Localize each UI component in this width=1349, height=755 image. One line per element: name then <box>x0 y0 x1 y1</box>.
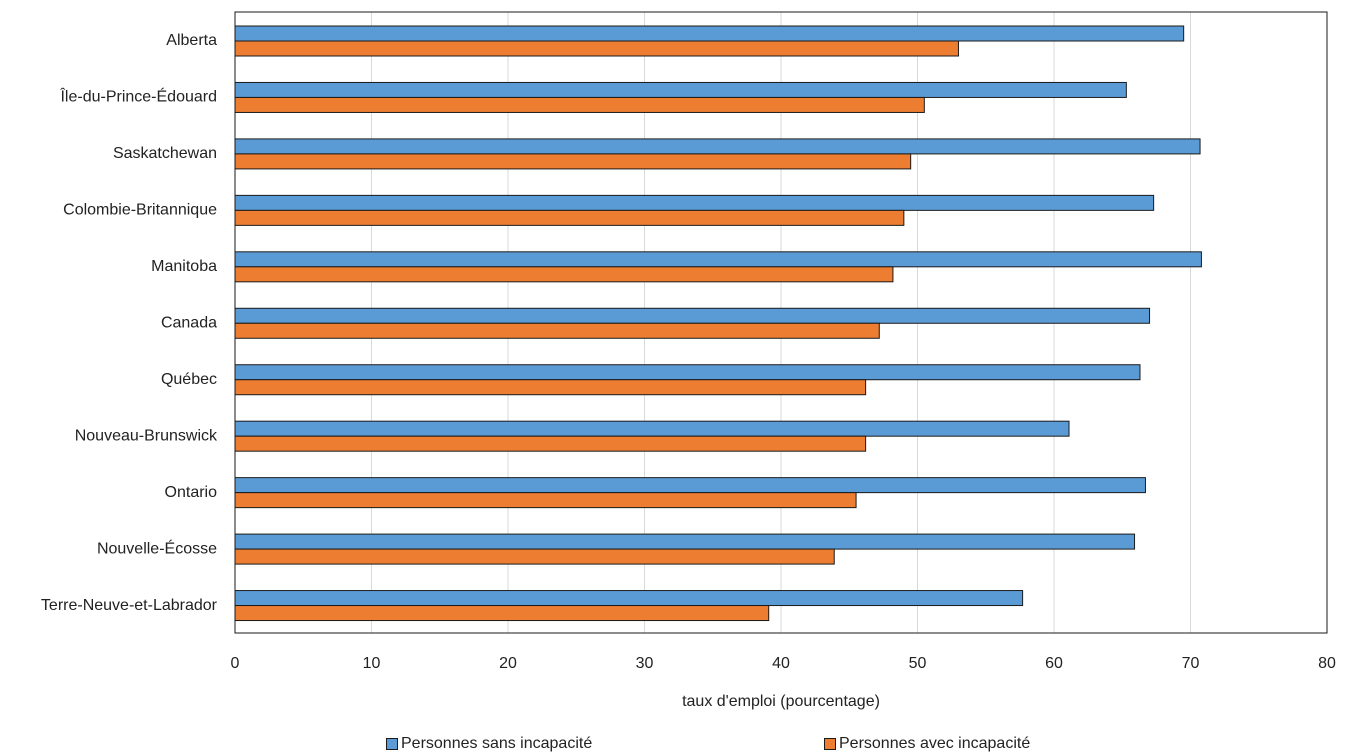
category-label-7: Nouveau-Brunswick <box>75 427 218 444</box>
category-label-3: Colombie-Britannique <box>63 202 217 219</box>
x-tick-label-80: 80 <box>1318 655 1336 672</box>
bar-sans-4 <box>234 251 1202 268</box>
category-label-6: Québec <box>161 371 217 388</box>
legend-swatch-avec-incapacite <box>824 738 836 750</box>
bar-sans-7 <box>234 420 1070 437</box>
x-tick-label-40: 40 <box>772 655 790 672</box>
legend-item-avec-incapacite: Personnes avec incapacité <box>824 735 1030 753</box>
bar-avec-6 <box>234 379 867 396</box>
category-label-8: Ontario <box>165 484 218 501</box>
legend-label-avec-incapacite: Personnes avec incapacité <box>839 735 1031 752</box>
category-label-5: Canada <box>161 314 217 331</box>
legend-label-sans-incapacite: Personnes sans incapacité <box>401 735 593 752</box>
category-label-10: Terre-Neuve-et-Labrador <box>41 597 218 614</box>
legend-item-sans-incapacite: Personnes sans incapacité <box>386 735 592 753</box>
x-axis-title: taux d'emploi (pourcentage) <box>682 693 880 710</box>
x-tick-label-50: 50 <box>909 655 927 672</box>
bar-sans-6 <box>234 364 1141 381</box>
bar-avec-5 <box>234 322 880 339</box>
x-tick-labels: 0 10 20 30 40 50 60 70 80 <box>231 655 1336 672</box>
bar-avec-7 <box>234 435 867 452</box>
category-labels: Alberta Île-du-Prince-Édouard Saskatchewan… <box>41 32 218 614</box>
x-tick-label-30: 30 <box>636 655 654 672</box>
bar-avec-3 <box>234 209 905 226</box>
x-tick-label-20: 20 <box>499 655 517 672</box>
bar-sans-9 <box>234 533 1136 550</box>
bars <box>234 25 1202 622</box>
x-tick-label-60: 60 <box>1045 655 1063 672</box>
x-tick-label-70: 70 <box>1182 655 1200 672</box>
category-label-9: Nouvelle-Écosse <box>97 538 217 557</box>
category-label-1: Île-du-Prince-Édouard <box>59 87 217 106</box>
bar-sans-10 <box>234 590 1024 607</box>
bar-sans-8 <box>234 477 1146 494</box>
plot-frame <box>234 11 1328 634</box>
bar-sans-2 <box>234 138 1201 155</box>
bar-avec-9 <box>234 548 835 565</box>
bar-avec-10 <box>234 605 770 622</box>
category-label-4: Manitoba <box>151 258 217 275</box>
category-label-2: Saskatchewan <box>113 145 217 162</box>
category-label-0: Alberta <box>166 32 217 49</box>
bar-sans-1 <box>234 81 1127 98</box>
x-tick-label-10: 10 <box>363 655 381 672</box>
bar-avec-0 <box>234 40 959 57</box>
bar-avec-1 <box>234 96 925 113</box>
bar-avec-2 <box>234 153 912 170</box>
bar-sans-3 <box>234 194 1155 211</box>
bar-avec-8 <box>234 492 857 509</box>
x-tick-label-0: 0 <box>231 655 240 672</box>
bar-avec-4 <box>234 266 894 283</box>
bar-sans-0 <box>234 25 1185 42</box>
bar-sans-5 <box>234 307 1151 324</box>
legend-swatch-sans-incapacite <box>386 738 398 750</box>
